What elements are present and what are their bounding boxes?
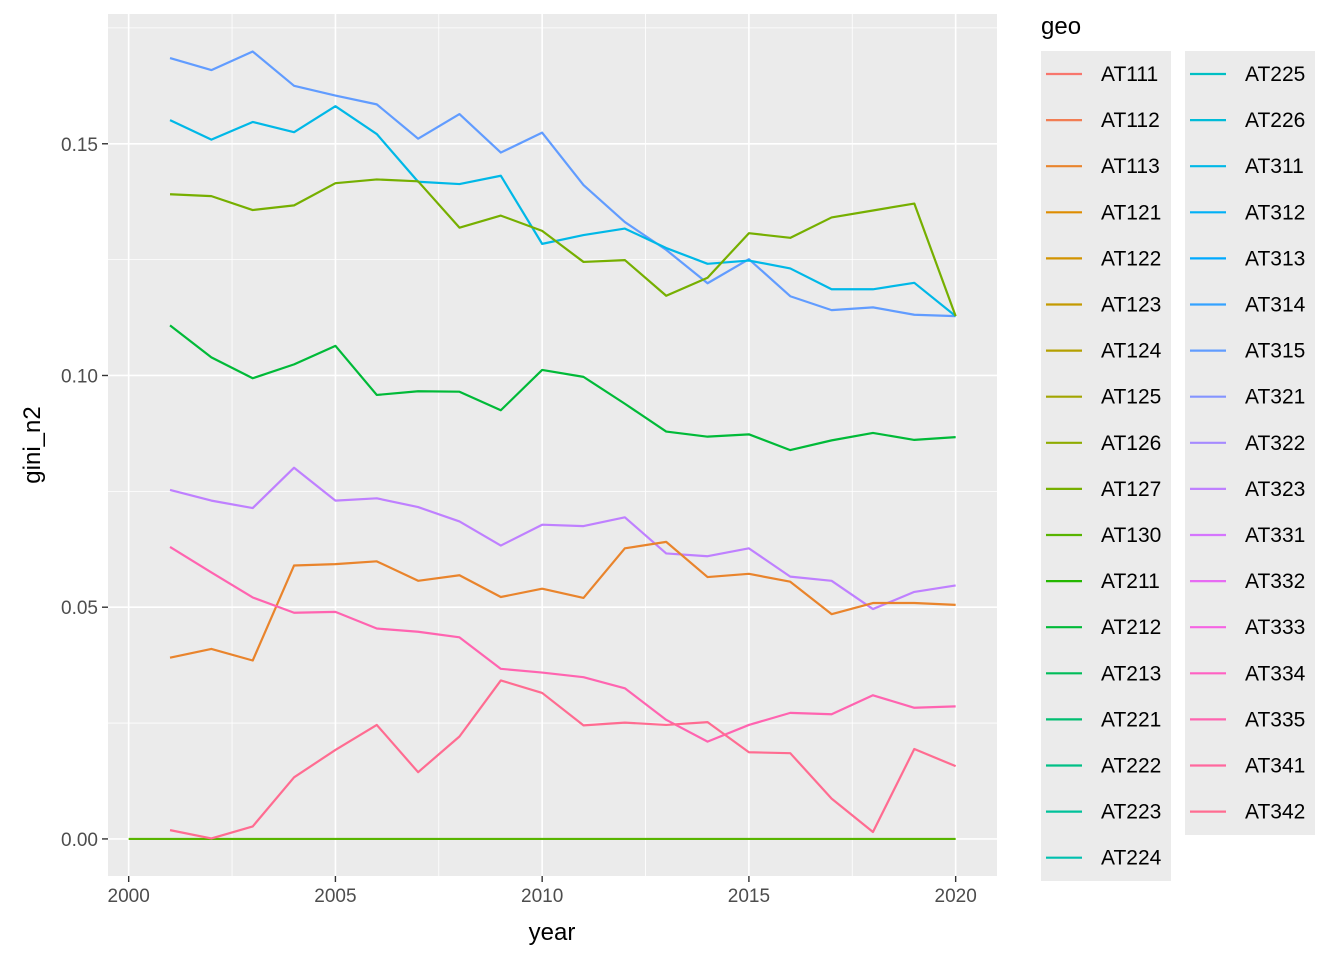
legend-item: AT315 <box>1190 340 1305 363</box>
legend-label: AT313 <box>1245 247 1305 270</box>
series-line-at323 <box>169 466 956 611</box>
series-line-at311 <box>169 105 957 318</box>
legend-item: AT333 <box>1190 616 1305 639</box>
legend-item: AT211 <box>1046 570 1160 593</box>
legend-label: AT127 <box>1101 478 1161 501</box>
legend-item: AT123 <box>1046 294 1161 317</box>
legend-item: AT332 <box>1190 570 1305 593</box>
legend-label: AT111 <box>1101 63 1158 86</box>
legend-label: AT123 <box>1101 294 1161 317</box>
legend-item: AT226 <box>1190 109 1305 132</box>
legend-label: AT112 <box>1101 109 1160 132</box>
legend-item: AT112 <box>1046 109 1160 132</box>
legend-background-col1 <box>1041 51 1171 881</box>
x-tick-label: 2000 <box>108 886 150 907</box>
legend-label: AT315 <box>1245 340 1305 363</box>
legend-label: AT211 <box>1101 570 1160 593</box>
legend-item: AT341 <box>1190 755 1305 778</box>
x-tick-label: 2005 <box>314 886 356 907</box>
legend-item: AT311 <box>1190 155 1304 178</box>
legend-item: AT224 <box>1046 847 1162 870</box>
legend-item: AT121 <box>1046 201 1161 224</box>
series-line-at113 <box>169 540 956 662</box>
legend-label: AT221 <box>1101 708 1161 731</box>
series-line-at127 <box>169 178 957 317</box>
panel-background <box>108 14 997 876</box>
legend-label: AT122 <box>1101 247 1161 270</box>
legend-item: AT334 <box>1190 662 1306 685</box>
legend-item: AT223 <box>1046 801 1161 824</box>
legend-label: AT124 <box>1101 340 1162 363</box>
x-axis: 2000 2005 2010 2015 2020 <box>108 876 977 907</box>
legend-item: AT312 <box>1190 201 1305 224</box>
legend-label: AT332 <box>1245 570 1305 593</box>
legend-item: AT342 <box>1190 801 1305 824</box>
legend-item: AT113 <box>1046 155 1160 178</box>
legend-label: AT341 <box>1245 755 1305 778</box>
legend-label: AT311 <box>1245 155 1304 178</box>
legend-item: AT221 <box>1046 708 1161 731</box>
legend-item: AT314 <box>1190 294 1306 317</box>
series-line-at315 <box>169 50 956 318</box>
series-line-at335 <box>169 546 956 743</box>
legend-item: AT225 <box>1190 63 1305 86</box>
y-axis-title: gini_n2 <box>19 406 46 483</box>
legend-label: AT212 <box>1101 616 1161 639</box>
legend-item: AT322 <box>1190 432 1305 455</box>
legend-label: AT130 <box>1101 524 1161 547</box>
legend-item: AT111 <box>1046 63 1158 86</box>
legend-item: AT313 <box>1190 247 1305 270</box>
series-line-at212 <box>169 324 956 452</box>
legend-label: AT213 <box>1101 662 1161 685</box>
legend-label: AT225 <box>1245 63 1305 86</box>
legend-item: AT125 <box>1046 386 1161 409</box>
legend-item: AT126 <box>1046 432 1161 455</box>
legend-label: AT312 <box>1245 201 1305 224</box>
legend-label: AT224 <box>1101 847 1162 870</box>
legend-item: AT323 <box>1190 478 1305 501</box>
x-tick-label: 2010 <box>521 886 563 907</box>
legend-item: AT212 <box>1046 616 1161 639</box>
legend-label: AT126 <box>1101 432 1161 455</box>
legend-label: AT334 <box>1245 662 1306 685</box>
legend-label: AT223 <box>1101 801 1161 824</box>
x-axis-title: year <box>529 919 576 946</box>
legend-label: AT113 <box>1101 155 1160 178</box>
legend-label: AT125 <box>1101 386 1161 409</box>
legend-label: AT121 <box>1101 201 1161 224</box>
legend-item: AT213 <box>1046 662 1161 685</box>
y-tick-label: 0.05 <box>61 598 98 619</box>
legend-item: AT130 <box>1046 524 1161 547</box>
legend-label: AT333 <box>1245 616 1305 639</box>
y-tick-label: 0.10 <box>61 366 98 387</box>
legend-label: AT321 <box>1245 386 1305 409</box>
series-line-at342 <box>169 679 957 840</box>
x-tick-label: 2015 <box>728 886 770 907</box>
legend-item: AT331 <box>1190 524 1305 547</box>
legend-title: geo <box>1041 13 1081 40</box>
legend-label: AT226 <box>1245 109 1305 132</box>
legend-label: AT323 <box>1245 478 1305 501</box>
legend-label: AT222 <box>1101 755 1161 778</box>
legend-item: AT321 <box>1190 386 1305 409</box>
legend-item: AT222 <box>1046 755 1161 778</box>
legend-label: AT314 <box>1245 294 1306 317</box>
x-tick-label: 2020 <box>935 886 977 907</box>
legend: AT111 AT112 AT113 AT121 AT122 AT123 AT124 AT125… <box>1046 63 1306 870</box>
legend-item: AT335 <box>1190 708 1305 731</box>
legend-label: AT342 <box>1245 801 1305 824</box>
legend-item: AT127 <box>1046 478 1161 501</box>
series-lines <box>128 50 957 841</box>
y-tick-label: 0.15 <box>61 135 98 156</box>
y-axis: 0.00 0.05 0.10 0.15 <box>61 135 108 851</box>
legend-label: AT331 <box>1245 524 1305 547</box>
legend-item: AT122 <box>1046 247 1161 270</box>
legend-label: AT322 <box>1245 432 1305 455</box>
legend-label: AT335 <box>1245 708 1305 731</box>
legend-item: AT124 <box>1046 340 1162 363</box>
y-tick-label: 0.00 <box>61 830 98 851</box>
